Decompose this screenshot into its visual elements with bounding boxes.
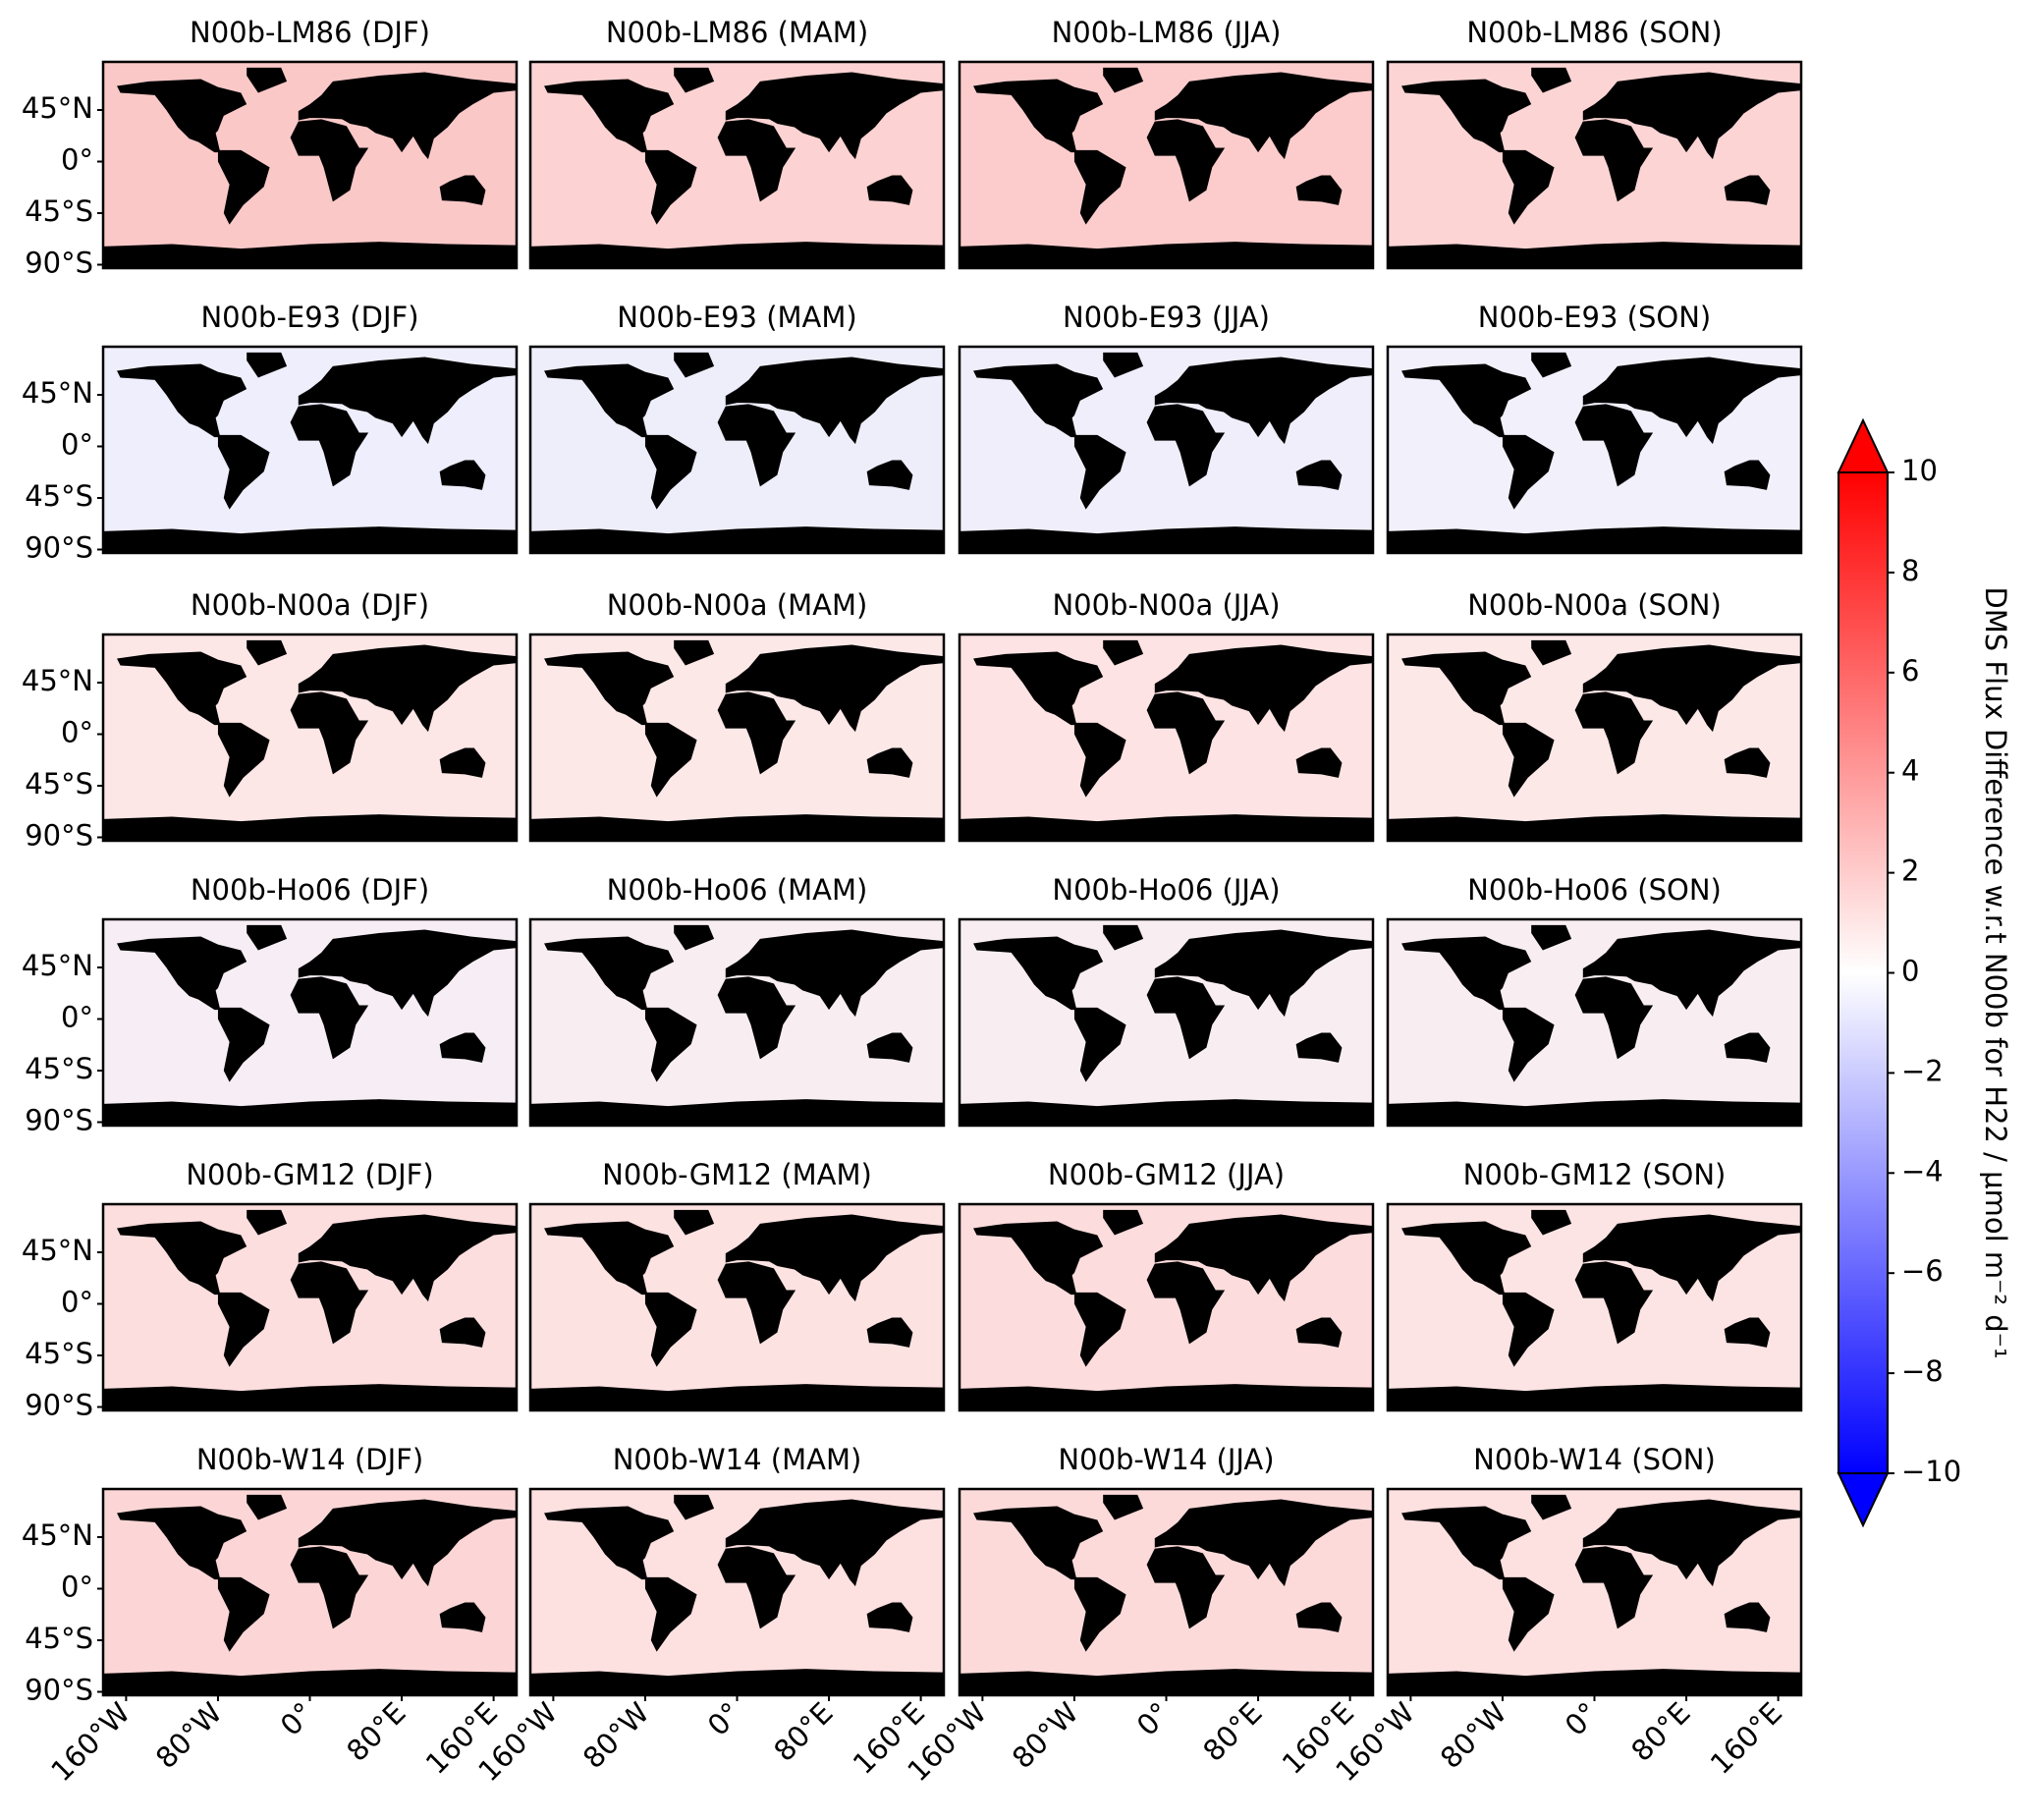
panel-title: N00b-N00a (MAM) [607,588,868,622]
y-tick-label: 45°N [22,664,93,697]
colorbar-tick-label: −6 [1901,1254,1944,1288]
map-frame [958,1202,1375,1412]
panel-title: N00b-LM86 (MAM) [606,16,868,49]
colorbar-label: DMS Flux Difference w.r.t N00b for H22 /… [1979,586,2012,1358]
colorbar [1838,471,1889,1474]
y-tick-label: 90°S [25,1104,93,1137]
y-tick-label: 90°S [25,531,93,565]
panel-title: N00b-LM86 (DJF) [190,16,430,49]
colorbar-tick-label: −4 [1901,1154,1944,1187]
colorbar-tick-label: 2 [1901,855,1919,888]
colorbar-tick-label: 4 [1901,754,1919,788]
x-tick-label: 0° [701,1696,747,1742]
y-tick-label: 90°S [25,1674,93,1707]
x-tick-label: 0° [1130,1696,1177,1742]
colorbar-tick-label: 10 [1901,454,1938,487]
colorbar-tick-label: −2 [1901,1054,1944,1087]
map-frame [528,345,946,555]
panel-title: N00b-E93 (JJA) [1063,301,1270,334]
panel-title: N00b-Ho06 (MAM) [607,873,868,907]
map-frame [1386,633,1803,843]
map-frame [528,1202,946,1412]
map-frame [1386,917,1803,1128]
panel-title: N00b-W14 (DJF) [196,1443,423,1476]
map-frame [101,345,519,555]
panel-title: N00b-N00a (DJF) [191,588,429,622]
x-tick-label: 80°W [149,1696,229,1776]
x-tick-label: 80°W [1434,1696,1513,1776]
x-tick-label: 80°E [1624,1696,1696,1768]
y-tick-label: 45°S [25,1622,93,1655]
map-frame [528,633,946,843]
map-frame [1386,60,1803,270]
panel-title: N00b-Ho06 (DJF) [191,873,429,907]
panel-title: N00b-E93 (SON) [1478,301,1711,334]
panel-title: N00b-E93 (DJF) [200,301,418,334]
x-tick-label: 0° [274,1696,320,1742]
y-tick-label: 45°N [22,1234,93,1267]
map-frame [958,633,1375,843]
x-tick-label: 80°E [340,1696,411,1768]
map-frame [958,917,1375,1128]
y-tick-label: 90°S [25,819,93,853]
x-tick-label: 80°E [767,1696,839,1768]
panel-title: N00b-W14 (SON) [1473,1443,1716,1476]
panel-title: N00b-GM12 (MAM) [602,1158,872,1191]
y-tick-label: 0° [61,143,93,177]
colorbar-tick-label: 8 [1901,554,1919,587]
y-tick-label: 90°S [25,1389,93,1422]
map-frame [528,60,946,270]
colorbar-tick-label: 6 [1901,654,1919,688]
y-tick-label: 90°S [25,247,93,280]
panel-title: N00b-Ho06 (SON) [1467,873,1722,907]
y-tick-label: 45°N [22,91,93,125]
x-tick-label: 80°E [1196,1696,1268,1768]
map-frame [101,917,519,1128]
y-tick-label: 0° [61,428,93,462]
map-frame [1386,1202,1803,1412]
map-frame [958,60,1375,270]
x-tick-label: 80°W [576,1696,656,1776]
y-tick-label: 0° [61,1571,93,1604]
panel-title: N00b-GM12 (DJF) [186,1158,433,1191]
y-tick-label: 45°S [25,1052,93,1085]
map-frame [1386,345,1803,555]
y-tick-label: 0° [61,716,93,749]
panel-title: N00b-LM86 (SON) [1466,16,1722,49]
x-tick-label: 160°E [1704,1696,1788,1781]
x-tick-label: 0° [1559,1696,1605,1742]
panel-title: N00b-N00a (SON) [1467,588,1722,622]
y-tick-label: 45°N [22,1518,93,1552]
y-tick-label: 45°S [25,479,93,513]
panel-title: N00b-N00a (JJA) [1052,588,1280,622]
panel-title: N00b-E93 (MAM) [617,301,856,334]
panel-title: N00b-GM12 (JJA) [1048,1158,1285,1191]
map-frame [528,917,946,1128]
colorbar-tick-label: −8 [1901,1354,1944,1388]
y-tick-label: 0° [61,1286,93,1319]
colorbar-tick-label: 0 [1901,955,1919,988]
y-tick-label: 0° [61,1001,93,1034]
colorbar-extend-top [1837,417,1890,473]
panel-title: N00b-GM12 (SON) [1463,1158,1727,1191]
map-frame [101,633,519,843]
y-tick-label: 45°S [25,194,93,228]
panel-title: N00b-LM86 (JJA) [1052,16,1282,49]
x-tick-label: 80°W [1006,1696,1085,1776]
map-frame [958,345,1375,555]
y-tick-label: 45°S [25,1337,93,1370]
map-frame [101,60,519,270]
map-frame [101,1202,519,1412]
y-tick-label: 45°S [25,767,93,800]
colorbar-tick-label: −10 [1901,1455,1961,1488]
y-tick-label: 45°N [22,376,93,410]
panel-title: N00b-W14 (MAM) [613,1443,862,1476]
panel-title: N00b-W14 (JJA) [1058,1443,1274,1476]
colorbar-extend-bottom [1837,1472,1890,1528]
x-tick-label: 160°W [44,1696,137,1789]
panel-title: N00b-Ho06 (JJA) [1052,873,1280,907]
y-tick-label: 45°N [22,949,93,982]
